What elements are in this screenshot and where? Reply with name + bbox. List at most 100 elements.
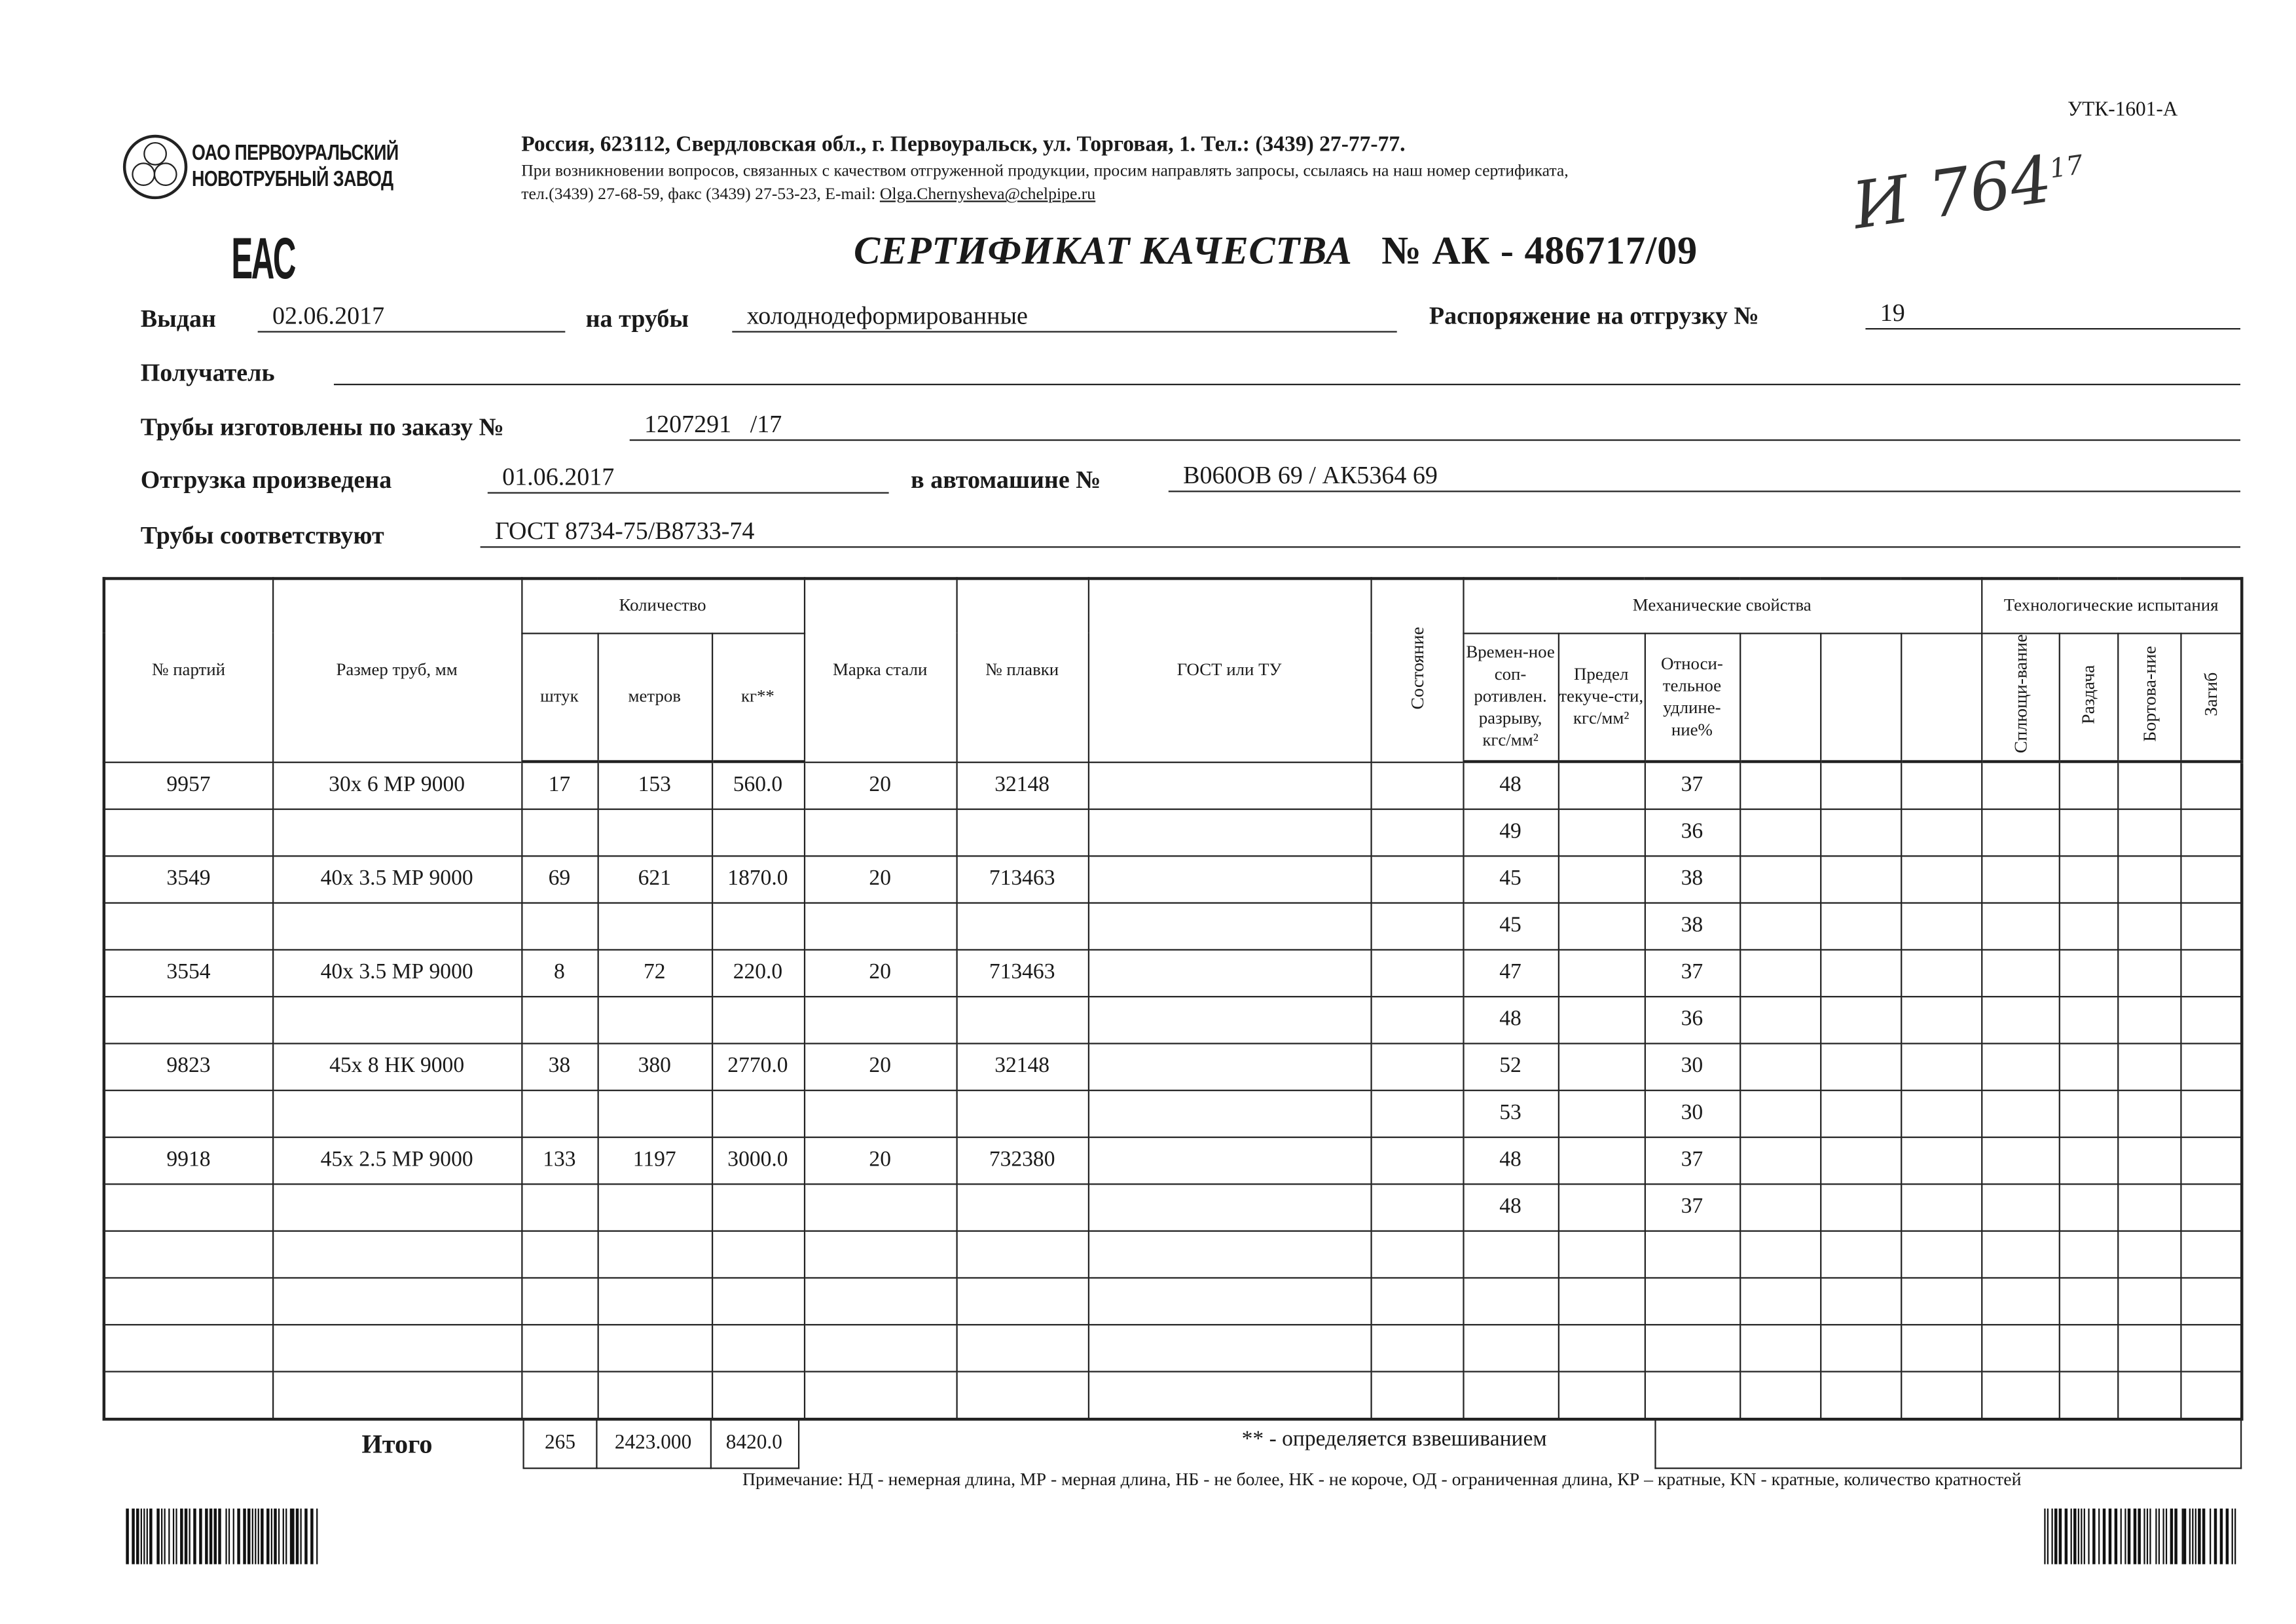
cell-empty <box>2117 1090 2181 1138</box>
cell-empty <box>2117 1323 2181 1373</box>
cell-empty <box>2058 1277 2119 1326</box>
cell-batch <box>103 808 274 857</box>
cell-empty <box>1980 1136 2060 1185</box>
cell-empty <box>1370 1043 1464 1092</box>
cell-heat: 713463 <box>955 855 1089 904</box>
cell-empty <box>1819 1183 1902 1232</box>
cell-steel <box>803 1183 957 1232</box>
cell-empty <box>2058 855 2119 904</box>
cell-heat <box>955 1183 1089 1232</box>
cell-empty <box>2058 902 2119 951</box>
cell-kg <box>710 808 805 857</box>
cell-tensile <box>1462 1371 1559 1420</box>
cell-empty <box>1370 995 1464 1044</box>
cell-elong: 30 <box>1643 1043 1741 1092</box>
email-link[interactable]: Olga.Chernysheva@chelpipe.ru <box>879 186 1096 204</box>
cell-pcs <box>520 902 598 951</box>
cell-size <box>271 1090 522 1138</box>
cell-empty <box>1980 949 2060 998</box>
cell-pcs: 133 <box>520 1136 598 1185</box>
address: Россия, 623112, Свердловская обл., г. Пе… <box>521 133 1406 157</box>
cell-empty <box>1087 808 1372 857</box>
cell-empty <box>1819 949 1902 998</box>
cell-steel <box>803 1090 957 1138</box>
cell-tensile: 45 <box>1462 902 1559 951</box>
cell-empty <box>1557 1136 1645 1185</box>
cell-m <box>596 808 713 857</box>
cell-empty <box>1899 760 1982 810</box>
cell-empty <box>2058 808 2119 857</box>
cell-batch <box>103 1230 274 1279</box>
cell-m: 621 <box>596 855 713 904</box>
cell-empty <box>1738 1136 1821 1185</box>
cell-empty <box>1738 855 1821 904</box>
cell-empty <box>1819 1277 1902 1326</box>
cell-steel <box>803 808 957 857</box>
cell-size: 30x 6 МР 9000 <box>271 760 522 810</box>
cell-empty <box>1087 1230 1372 1279</box>
cell-empty <box>1738 1323 1821 1373</box>
shipment-order: 19 <box>1865 299 2240 330</box>
cell-batch <box>103 995 274 1044</box>
cell-kg <box>710 1323 805 1373</box>
cell-elong <box>1643 1277 1741 1326</box>
cell-steel <box>803 1371 957 1420</box>
cell-empty <box>1980 1183 2060 1232</box>
cell-elong: 36 <box>1643 995 1741 1044</box>
cell-pcs: 17 <box>520 760 598 810</box>
cell-elong: 37 <box>1643 1183 1741 1232</box>
cell-elong: 36 <box>1643 808 1741 857</box>
table-row: 9957 30x 6 МР 9000 17 153 560.0 20 32148 48 37 <box>103 760 2243 810</box>
header-gost: ГОСТ или ТУ <box>1087 578 1372 763</box>
cell-empty <box>1370 760 1464 810</box>
cell-empty <box>2058 1090 2119 1138</box>
cell-empty <box>1819 760 1902 810</box>
form-code: УТК-1601-А <box>2068 100 2178 122</box>
header-flattening: Сплющи-вание <box>1980 632 2060 764</box>
cell-empty <box>1370 808 1464 857</box>
cell-empty <box>1557 1277 1645 1326</box>
cell-tensile: 49 <box>1462 808 1559 857</box>
cell-pcs <box>520 1183 598 1232</box>
cell-empty <box>1980 902 2060 951</box>
cell-empty <box>2117 808 2181 857</box>
conform-label: Трубы соответствуют <box>140 521 384 549</box>
cell-empty <box>1899 1183 1982 1232</box>
eac-mark: EAC <box>231 227 296 292</box>
cell-elong <box>1643 1371 1741 1420</box>
total-kg: 8420.0 <box>710 1419 800 1469</box>
cell-empty <box>2058 1043 2119 1092</box>
cell-heat <box>955 1371 1089 1420</box>
cell-empty <box>1819 855 1902 904</box>
issued-label: Выдан <box>140 304 216 333</box>
cell-empty <box>2117 902 2181 951</box>
cell-empty <box>2179 1043 2243 1092</box>
recipient-label: Получатель <box>140 358 275 387</box>
cell-batch <box>103 1323 274 1373</box>
cell-empty <box>1087 949 1372 998</box>
cell-tensile: 52 <box>1462 1043 1559 1092</box>
signature-box <box>1654 1419 2242 1469</box>
cell-size <box>271 995 522 1044</box>
company-name-line2: НОВОТРУБНЫЙ ЗАВОД <box>191 166 393 192</box>
cell-tensile <box>1462 1277 1559 1326</box>
contact-note: При возникновении вопросов, связанных с … <box>521 162 1569 181</box>
certificate-number: № АК - 486717/09 <box>1381 228 1698 273</box>
cell-m <box>596 1323 713 1373</box>
company-emblem-icon <box>122 134 188 200</box>
cell-kg: 220.0 <box>710 949 805 998</box>
cell-kg: 1870.0 <box>710 855 805 904</box>
cell-elong: 38 <box>1643 902 1741 951</box>
cell-empty <box>2117 949 2181 998</box>
cell-pcs <box>520 1371 598 1420</box>
made-order: 1207291 /17 <box>629 410 2240 441</box>
cell-empty <box>2179 855 2243 904</box>
cell-empty <box>1557 1043 1645 1092</box>
header-empty <box>1899 632 1982 764</box>
total-meters: 2423.000 <box>596 1419 712 1469</box>
cell-batch: 3549 <box>103 855 274 904</box>
cell-heat <box>955 1277 1089 1326</box>
cell-kg <box>710 1277 805 1326</box>
cell-empty <box>1738 1277 1821 1326</box>
cell-heat <box>955 902 1089 951</box>
